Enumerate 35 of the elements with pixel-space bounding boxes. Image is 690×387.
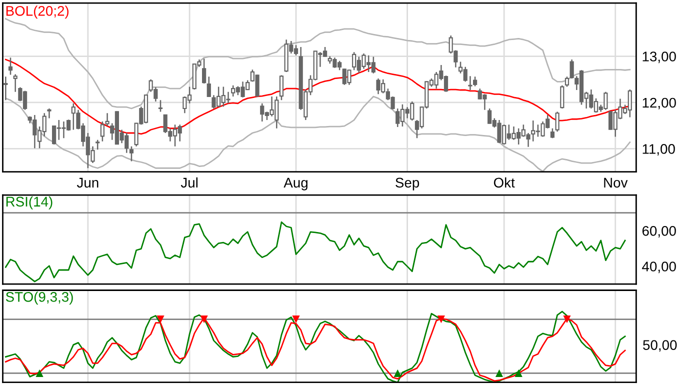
candlestick: [47, 108, 52, 119]
line-series: [4, 18, 631, 110]
x-tick-label: Jun: [76, 178, 98, 188]
candlestick: [468, 76, 472, 91]
candlestick: [206, 76, 211, 98]
x-tick-label: Sep: [396, 178, 420, 190]
candlestick: [129, 146, 134, 162]
candlestick: [550, 128, 555, 139]
chart-title: STO(9,3,3): [6, 292, 73, 305]
candlestick: [158, 100, 163, 112]
candlestick: [8, 57, 13, 76]
y-tick-label: 60,00: [642, 226, 676, 238]
candlestick: [202, 58, 206, 84]
candlestick: [472, 76, 478, 87]
line-series: [4, 221, 626, 282]
y-tick-label: 40,00: [642, 262, 676, 274]
x-tick-label: Nov: [604, 178, 628, 188]
candlestick: [570, 58, 574, 80]
y-tick-label: 13,00: [642, 52, 676, 64]
candlestick: [279, 74, 284, 101]
x-tick-label: Jul: [180, 177, 198, 188]
candlestick: [555, 111, 560, 132]
candlestick: [564, 76, 570, 88]
candlestick: [13, 74, 18, 92]
line-series: [4, 96, 631, 172]
x-tick-label: Okt: [494, 177, 515, 188]
chart-title: RSI(14): [6, 196, 52, 210]
candlestick: [4, 76, 8, 101]
candlestick: [560, 84, 564, 110]
y-tick-label: 12,00: [642, 98, 676, 110]
chart-title: BOL(20;2): [6, 6, 69, 19]
candlestick: [96, 139, 100, 150]
text: 50,00: [643, 340, 677, 352]
y-tick-label: 11,00: [642, 144, 675, 156]
x-tick-label: Aug: [284, 178, 308, 190]
